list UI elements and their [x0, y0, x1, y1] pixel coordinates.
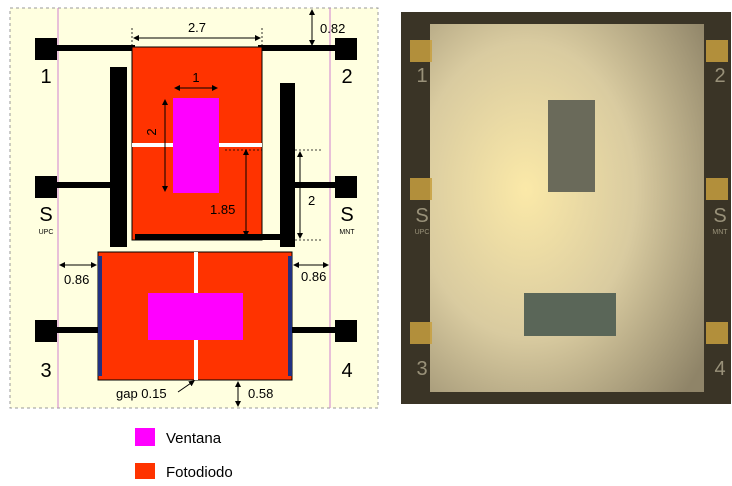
photo-pad-sublabel: MNT: [712, 229, 728, 236]
pad-sublabel: MNT: [339, 229, 355, 236]
photo-pad-label: S: [415, 205, 428, 227]
photo-window: [524, 293, 616, 336]
photo-pad-label: 1: [416, 65, 427, 87]
legend-label: Fotodiodo: [166, 464, 233, 481]
legend-swatch: [135, 428, 155, 446]
dimension-label: 2.7: [188, 20, 206, 35]
dimension-label: 2: [144, 128, 159, 135]
contact-strip: [98, 256, 102, 376]
dimension-label: 0.82: [320, 21, 345, 36]
dimension-label: 0.86: [64, 272, 89, 287]
lower-window: [148, 293, 243, 340]
photo-pad-label: S: [713, 205, 726, 227]
photo-window: [548, 100, 595, 192]
dimension-label: 0.58: [248, 386, 273, 401]
dimension-label: 1: [192, 70, 199, 85]
legend-swatch: [135, 463, 155, 479]
layout-diagram: 2.7 0.82 1 2 1.85 2 0.86 0.86 gap 0.15 0…: [10, 8, 378, 408]
pad-label: 1: [40, 66, 51, 88]
photo-pad-sublabel: UPC: [415, 229, 430, 236]
upper-window: [173, 98, 219, 193]
dimension-label: 1.85: [210, 202, 235, 217]
pad-label: 4: [341, 360, 352, 382]
photo-pad-label: 4: [714, 358, 725, 380]
contact-strip: [280, 83, 295, 247]
pad-label: S: [39, 204, 52, 226]
pad-label: 2: [341, 66, 352, 88]
pad-sublabel: UPC: [39, 229, 54, 236]
pad-label: S: [340, 204, 353, 226]
page: 2.7 0.82 1 2 1.85 2 0.86 0.86 gap 0.15 0…: [0, 0, 732, 481]
dimension-label: 2: [308, 193, 315, 208]
pad-label: 3: [40, 360, 51, 382]
contact-strip: [135, 234, 285, 240]
photo-pad-label: 2: [714, 65, 725, 87]
chip-surface: [430, 24, 704, 392]
contact-strip: [110, 67, 127, 247]
chip-photo: 1 2 3 4 S UPC S MNT: [401, 12, 731, 404]
legend: Ventana Fotodiodo: [135, 428, 233, 481]
legend-label: Ventana: [166, 430, 222, 447]
dimension-label: gap 0.15: [116, 386, 167, 401]
contact-strip: [288, 256, 292, 376]
dimension-label: 0.86: [301, 269, 326, 284]
photo-pad-label: 3: [416, 358, 427, 380]
